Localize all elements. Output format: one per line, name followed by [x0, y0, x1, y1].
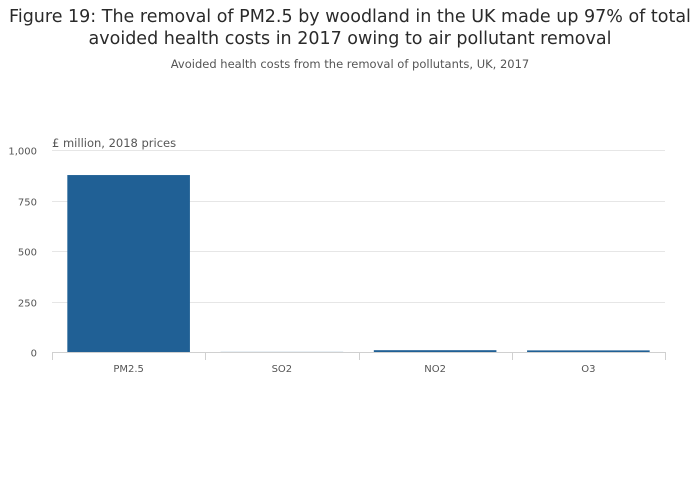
y-axis-ticks: 0 250 500 750 1,000 — [8, 147, 37, 360]
chart-title: Figure 19: The removal of PM2.5 by woodl… — [9, 7, 691, 49]
x-axis — [52, 352, 666, 360]
x-axis-ticks: PM2.5 SO2 NO2 O3 — [113, 364, 595, 375]
x-tick-label: O3 — [581, 364, 595, 375]
chart-subtitle: Avoided health costs from the removal of… — [170, 57, 530, 71]
bar-o3 — [527, 350, 650, 352]
bar-pm25 — [67, 175, 190, 352]
x-tick-label: PM2.5 — [113, 364, 144, 375]
bar-no2 — [373, 350, 497, 352]
y-tick-label: 0 — [31, 349, 37, 360]
bars — [67, 175, 650, 352]
y-axis-unit-label: £ million, 2018 prices — [52, 136, 176, 150]
y-tick-label: 500 — [18, 248, 37, 259]
x-tick-label: NO2 — [424, 364, 446, 375]
x-tick-label: SO2 — [272, 364, 293, 375]
y-tick-label: 750 — [18, 198, 37, 209]
y-tick-label: 1,000 — [8, 147, 37, 158]
y-tick-label: 250 — [18, 299, 37, 310]
